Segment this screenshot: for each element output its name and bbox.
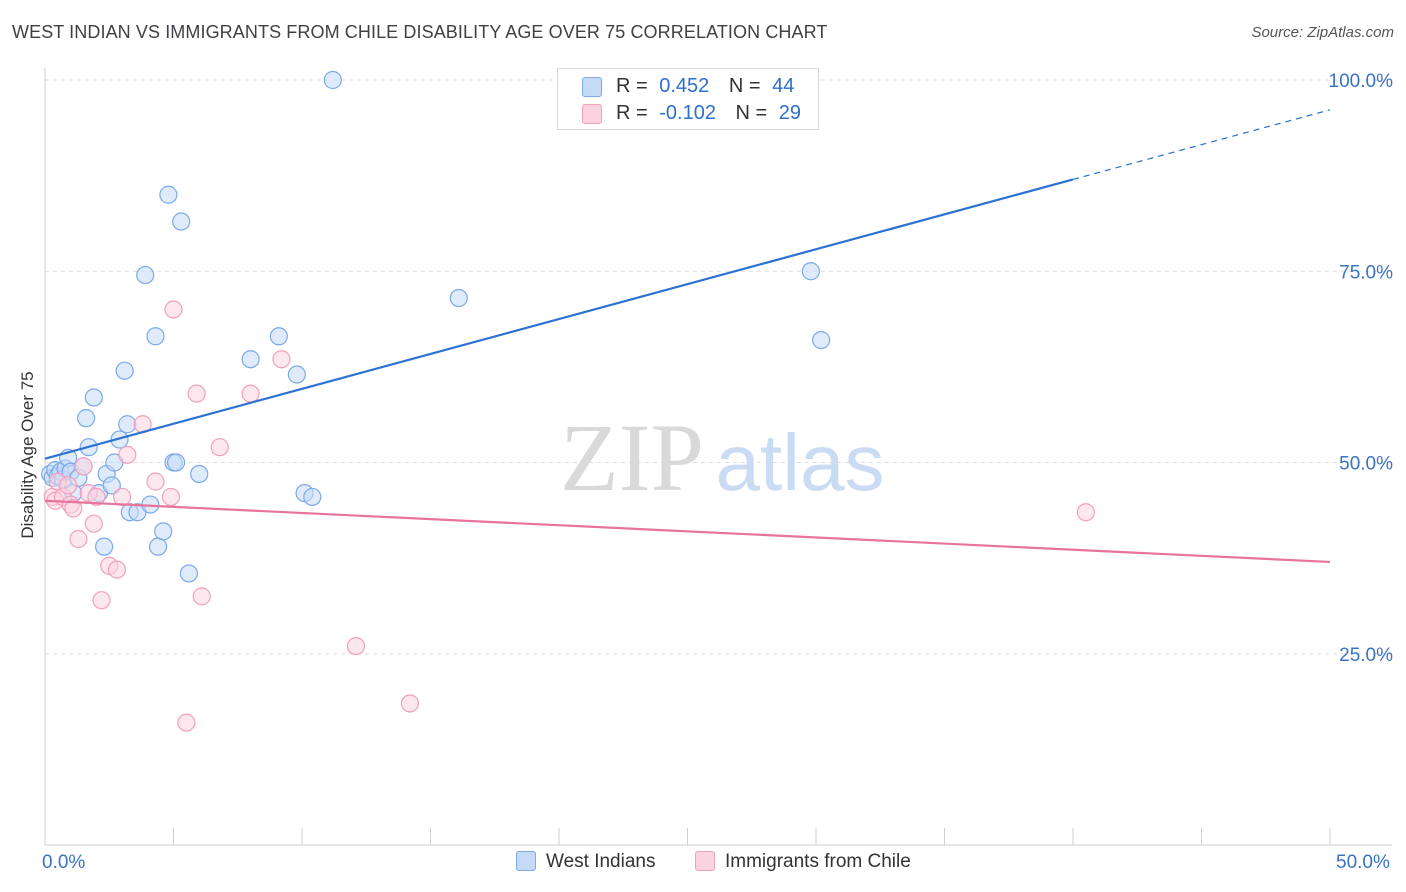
point-west-indians	[801, 262, 820, 281]
point-chile	[87, 487, 106, 507]
point-chile	[187, 384, 206, 403]
trend-lines	[44, 109, 1331, 564]
trend-line-extension	[1072, 109, 1331, 181]
legend-swatch-west-indians	[582, 77, 602, 97]
point-chile	[107, 560, 127, 579]
point-chile	[146, 472, 165, 491]
point-chile	[400, 694, 420, 713]
legend-n-label: N =	[728, 75, 761, 97]
point-west-indians	[148, 537, 168, 556]
point-west-indians	[146, 327, 165, 346]
point-chile	[164, 300, 183, 319]
point-west-indians	[84, 388, 103, 407]
trend-line-chile	[44, 499, 1331, 564]
point-chile	[92, 591, 111, 610]
point-west-indians	[323, 70, 342, 90]
point-west-indians	[136, 265, 155, 285]
point-west-indians	[449, 288, 468, 308]
point-west-indians	[159, 185, 178, 204]
point-west-indians	[190, 464, 209, 484]
point-west-indians	[95, 537, 114, 556]
point-west-indians	[102, 476, 121, 495]
legend-n-value: 29	[778, 102, 802, 124]
data-points	[41, 70, 1095, 732]
x-tick-label-max: 50.0%	[1336, 852, 1390, 873]
point-chile	[192, 587, 211, 606]
source-label: Source: ZipAtlas.com	[1251, 24, 1394, 41]
point-chile	[59, 476, 78, 495]
point-chile	[84, 514, 103, 533]
point-chile	[1076, 503, 1095, 522]
point-west-indians	[154, 522, 173, 541]
chart-title: WEST INDIAN VS IMMIGRANTS FROM CHILE DIS…	[12, 22, 828, 42]
point-west-indians	[118, 415, 137, 434]
point-chile	[241, 384, 260, 403]
point-west-indians	[241, 350, 260, 369]
point-chile	[69, 529, 88, 549]
point-west-indians	[269, 327, 288, 346]
point-chile	[272, 350, 291, 369]
axes	[44, 68, 1392, 846]
y-axis-label: Disability Age Over 75	[18, 371, 37, 539]
legend-r-label: R =	[616, 102, 648, 124]
x-tick-label-min: 0.0%	[42, 852, 86, 873]
point-west-indians	[77, 409, 96, 428]
y-tick-label: 25.0%	[1339, 645, 1393, 666]
point-chile	[161, 487, 181, 507]
watermark-atlas: atlas	[716, 418, 885, 507]
bottom-legend-west-indians: West Indians	[516, 851, 655, 873]
bottom-legend-label: West Indians	[546, 851, 656, 872]
legend-n-value: 44	[772, 75, 795, 97]
legend-r-label: R =	[616, 75, 648, 97]
y-tick-labels: 25.0% 50.0% 75.0% 100.0%	[1329, 71, 1394, 666]
point-chile	[346, 636, 366, 656]
bottom-legend-swatch-chile	[695, 851, 715, 871]
point-chile	[210, 438, 229, 457]
point-west-indians	[166, 453, 186, 472]
point-west-indians	[303, 487, 322, 507]
point-west-indians	[179, 564, 199, 583]
bottom-legend-swatch-west-indians	[516, 851, 536, 871]
point-west-indians	[115, 361, 134, 380]
point-chile	[118, 445, 137, 464]
y-tick-label: 50.0%	[1339, 454, 1393, 475]
legend-swatch-chile	[582, 104, 602, 124]
point-chile	[177, 713, 196, 732]
trend-line-west-indians	[44, 178, 1074, 460]
y-tick-label: 75.0%	[1339, 262, 1393, 283]
bottom-legend-label: Immigrants from Chile	[725, 851, 911, 872]
watermark-zip: ZIP	[560, 404, 704, 511]
point-west-indians	[287, 365, 306, 384]
point-chile	[74, 457, 93, 476]
legend-r-value: 0.452	[659, 75, 710, 97]
legend-r-value: -0.102	[659, 102, 716, 124]
point-chile	[64, 499, 83, 518]
y-tick-label: 100.0%	[1329, 71, 1394, 92]
bottom-legend-chile: Immigrants from Chile	[695, 851, 911, 873]
watermark: ZIP atlas	[560, 404, 884, 511]
point-west-indians	[812, 331, 831, 350]
legend-n-label: N =	[735, 102, 768, 124]
point-west-indians	[172, 212, 191, 231]
correlation-legend: R = 0.452 N = 44 R = -0.102 N = 29	[557, 68, 819, 130]
point-chile	[112, 487, 132, 507]
